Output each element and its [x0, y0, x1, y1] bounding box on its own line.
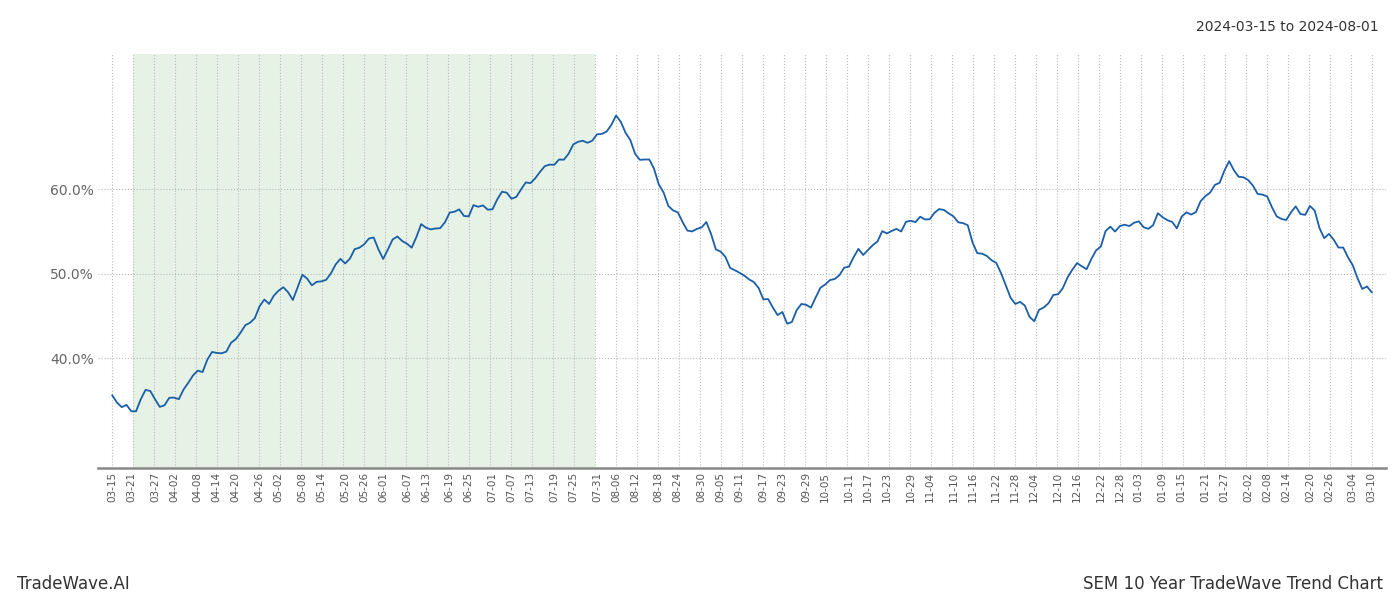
Text: TradeWave.AI: TradeWave.AI — [17, 575, 130, 593]
Bar — [133, 54, 595, 468]
Text: 2024-03-15 to 2024-08-01: 2024-03-15 to 2024-08-01 — [1197, 20, 1379, 34]
Text: SEM 10 Year TradeWave Trend Chart: SEM 10 Year TradeWave Trend Chart — [1084, 575, 1383, 593]
